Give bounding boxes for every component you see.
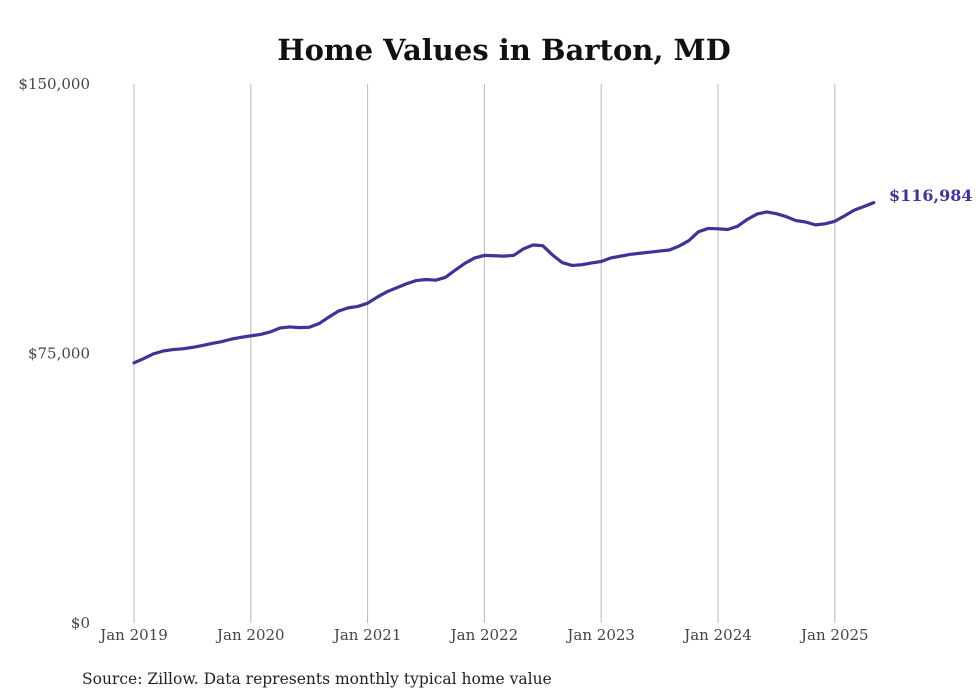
home-value-series-line: [132, 201, 876, 365]
chart-title: Home Values in Barton, MD: [277, 33, 731, 67]
y-tick-label: $75,000: [28, 345, 90, 363]
source-note: Source: Zillow. Data represents monthly …: [82, 670, 552, 688]
vertical-gridlines: [133, 84, 836, 623]
y-axis-tick-labels: $0 $75,000 $150,000: [18, 75, 90, 632]
latest-value-label: $116,984: [889, 186, 973, 205]
y-tick-label: $150,000: [18, 75, 90, 93]
x-tick-label: Jan 2025: [799, 626, 869, 644]
x-tick-label: Jan 2024: [682, 626, 752, 644]
x-tick-label: Jan 2019: [98, 626, 168, 644]
x-tick-label: Jan 2020: [215, 626, 285, 644]
y-tick-label: $0: [71, 614, 90, 632]
x-tick-label: Jan 2021: [332, 626, 402, 644]
x-tick-label: Jan 2022: [449, 626, 519, 644]
x-axis-tick-labels: Jan 2019 Jan 2020 Jan 2021 Jan 2022 Jan 2023…: [98, 626, 868, 644]
x-tick-label: Jan 2023: [565, 626, 635, 644]
